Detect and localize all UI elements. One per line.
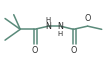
Text: O: O [31, 46, 38, 56]
Text: O: O [70, 46, 77, 56]
Text: H: H [58, 31, 63, 37]
Text: N: N [46, 22, 51, 31]
Text: N: N [58, 22, 63, 31]
Text: H: H [46, 17, 51, 23]
Text: O: O [84, 14, 91, 23]
